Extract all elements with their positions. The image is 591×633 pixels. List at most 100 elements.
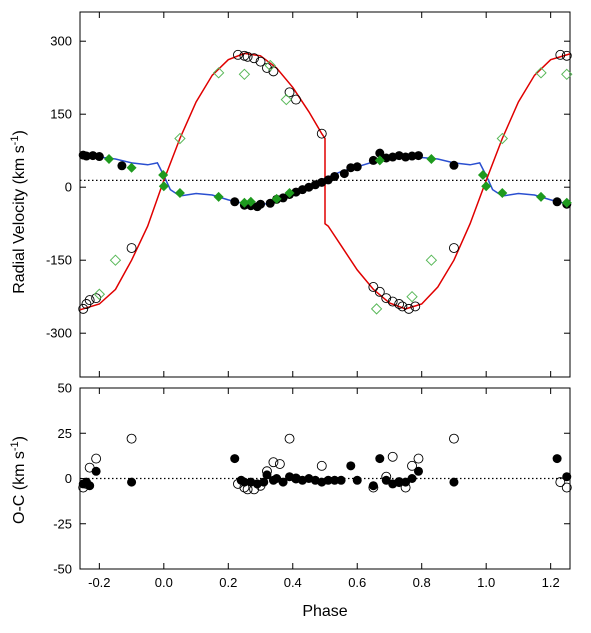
radial-velocity-ticks: -300 -150 0 150 300 [46, 12, 570, 377]
residuals-axis-title-close: ) [11, 436, 28, 441]
y-tick-label: -300 [46, 326, 72, 341]
primary-residual-point [278, 477, 288, 487]
secondary-residual-point [413, 453, 424, 464]
secondary-residual-point [448, 433, 459, 444]
green-filled-diamond-point [284, 188, 295, 199]
residual-y-tick-label: -25 [53, 516, 72, 531]
residuals-axis-title-main: O-C (km s [11, 451, 28, 524]
residual-points [78, 433, 572, 495]
radial-velocity-axis-title-main: Radial Velocity (km s [11, 145, 28, 294]
green-open-diamond-point [561, 68, 573, 81]
phase-tick-label: 0.0 [155, 575, 173, 590]
green-open-diamond-point [535, 67, 547, 79]
phase-tick-label: 0.4 [284, 575, 302, 590]
secondary-residual-point [561, 482, 572, 493]
green-open-diamond-point [212, 67, 225, 79]
secondary-observation-point [255, 56, 266, 67]
y-tick-label: 150 [50, 107, 72, 122]
secondary-observation-point [397, 301, 408, 312]
secondary-observation-point [316, 128, 327, 139]
secondary-residual-point [407, 460, 417, 471]
secondary-residual-point [91, 453, 102, 464]
radial-velocity-axis-title-close: ) [11, 130, 28, 135]
green-filled-diamond-point [126, 162, 137, 173]
primary-residual-point [259, 477, 269, 487]
residuals-axis-title: O-C (km s-1) [9, 436, 28, 524]
primary-residual-point [413, 466, 423, 476]
secondary-residual-point [284, 433, 295, 444]
residual-y-tick-label: -50 [53, 562, 72, 577]
green-open-diamond-point [370, 303, 383, 315]
green-filled-diamond-point [271, 193, 282, 204]
y-tick-label: 0 [65, 180, 72, 195]
phase-tick-label: 0.2 [219, 575, 237, 590]
green-open-diamond-point [406, 290, 418, 303]
radial-velocity-plot-frame [79, 11, 571, 378]
primary-residual-point [323, 475, 333, 485]
green-filled-diamond-point [374, 155, 385, 166]
primary-residual-point [449, 477, 459, 487]
primary-observation-point [368, 155, 378, 165]
primary-observation-point [94, 152, 104, 162]
primary-observation-point [413, 151, 423, 161]
green-filled-diamond-point [477, 170, 488, 181]
phase-tick-label: -0.2 [88, 575, 110, 590]
green-filled-diamond-point [497, 188, 508, 199]
primary-observation-point [352, 162, 362, 172]
primary-residual-point [330, 475, 340, 485]
radial-velocity-axis-title-superscript: -1 [9, 136, 21, 146]
green-open-diamond-point [280, 93, 293, 106]
secondary-observation-point [81, 299, 92, 309]
green-open-diamond-point [238, 68, 251, 81]
secondary-residual-point [268, 457, 279, 468]
secondary-observation-point [448, 243, 459, 253]
green-open-diamond-point [264, 59, 276, 72]
green-filled-diamond-point [174, 188, 185, 199]
secondary-observation-point [84, 295, 95, 306]
green-filled-diamond-point [239, 197, 250, 208]
primary-observation-point [552, 197, 562, 207]
secondary-observation-point [555, 49, 566, 60]
primary-residual-point [262, 470, 272, 480]
primary-observation-point [330, 171, 340, 181]
primary-observation-point [449, 160, 459, 170]
y-tick-label: 300 [50, 34, 72, 49]
radial-velocity-axis-title: Radial Velocity (km s-1) [9, 130, 28, 294]
primary-observation-point [265, 198, 275, 208]
green-open-diamond-point [174, 132, 186, 145]
secondary-observation-point [561, 50, 572, 61]
primary-residual-point [352, 475, 362, 485]
phase-tick-label: 1.2 [542, 575, 560, 590]
green-filled-diamond-point [158, 181, 169, 192]
primary-residual-point [562, 472, 572, 482]
secondary-observation-point [381, 293, 392, 304]
green-filled-diamond-point [535, 191, 546, 202]
primary-residual-point [85, 481, 95, 491]
secondary-observation-point [374, 286, 385, 297]
secondary-observation-point [403, 303, 414, 314]
observed-points [78, 49, 573, 315]
primary-residual-point [336, 475, 346, 485]
phase-tick-label: 1.0 [477, 575, 495, 590]
secondary-observation-point [291, 94, 301, 105]
phase-axis-title: Phase [302, 603, 347, 620]
green-filled-diamond-point [561, 197, 572, 208]
primary-residual-point [375, 454, 385, 464]
primary-observation-point [407, 151, 417, 161]
secondary-observation-point [233, 49, 243, 60]
primary-observation-point [81, 151, 91, 161]
primary-observation-point [230, 197, 240, 207]
secondary-observation-point [78, 303, 89, 314]
green-filled-diamond-point [245, 196, 256, 207]
radial-velocity-panel: -300 -150 0 150 300 Radial Velocity (km s-1) [9, 11, 573, 378]
green-open-diamond-point [425, 254, 438, 266]
secondary-observation-point [242, 51, 253, 62]
secondary-observation-point [249, 53, 260, 64]
primary-observation-point [339, 169, 349, 179]
secondary-observation-point [126, 243, 137, 253]
secondary-observation-point [410, 301, 421, 312]
residuals-ticks: -50 -25 0 25 50 -0.2 0.0 0.2 0.4 0.6 0.8 1.0 1.2 [53, 381, 570, 590]
residual-y-tick-label: 50 [58, 381, 72, 396]
primary-residual-point [230, 454, 240, 464]
